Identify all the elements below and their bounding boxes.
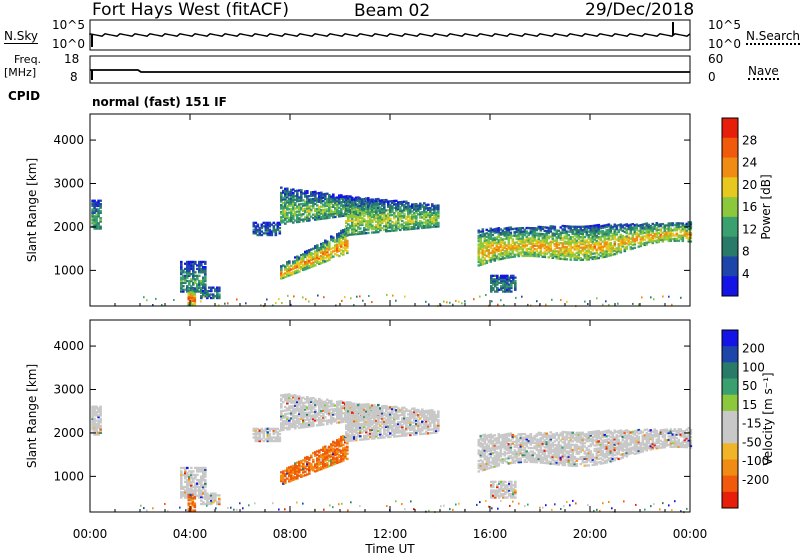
velocity-colorbar-swatch [722,362,738,380]
x-tick-label: 08:00 [273,527,308,541]
velocity-colorbar-tick: -15 [742,417,762,431]
power-panel [91,186,693,308]
date-label: 29/Dec/2018 [585,0,695,20]
freq-frame [89,55,691,84]
power-colorbar-label: Power [dB] [759,174,773,239]
nsky-trace [89,32,691,37]
velocity-colorbar-swatch [722,491,738,509]
velocity-colorbar-swatch [722,427,738,444]
beam-label: Beam 02 [354,1,431,21]
velocity-colorbar-tick: -100 [742,454,769,468]
velocity-colorbar-frame [721,329,739,509]
power-colorbar-swatch [722,256,738,277]
power-colorbar-tick: 12 [742,222,757,236]
velocity-colorbar-swatch [722,410,738,428]
x-axis-label: Time UT [364,542,415,554]
y-axis-label: Slant Range [km] [25,158,39,262]
nsky-label: N.Sky [4,29,39,44]
nsearch-tick-bottom: 10^0 [708,37,741,51]
y-tick-label: 3000 [53,177,84,191]
nsearch-tick-top: 10^5 [708,18,741,32]
velocity-colorbar-tick: -200 [742,473,769,487]
nsky-tick-bottom: 10^0 [52,37,85,51]
velocity-colorbar-swatch [722,346,738,363]
freq-tick-top: 18 [64,52,80,66]
freq-label: Freq. [14,53,42,66]
axes: 1000 2000 3000 4000 Slant Range [km] 1000 2000… [25,113,708,554]
velocity-colorbar-tick: 50 [742,379,757,393]
power-colorbar-frame [721,117,739,297]
x-tick-label: 20:00 [573,527,608,541]
y-axis-label: Slant Range [km] [25,364,39,468]
power-colorbar-swatch [722,276,738,297]
power-colorbar-tick: 28 [742,133,757,147]
station-title: Fort Hays West (fitACF) [92,0,289,20]
velocity-colorbar-tick: 100 [742,360,765,374]
cpid-mode: normal (fast) 151 IF [92,95,227,109]
power-colorbar-swatch [722,118,738,139]
x-tick-label: 00:00 [73,527,108,541]
x-tick-label: 12:00 [373,527,408,541]
power-colorbar-tick: 16 [742,200,757,214]
y-tick-label: 1000 [53,469,84,483]
x-tick-label: 16:00 [473,527,508,541]
nave-tick-top: 60 [708,52,724,66]
velocity-panel [91,393,693,514]
power-colorbar-swatch [722,137,738,159]
power-colorbar-tick: 8 [742,245,750,259]
y-tick-label: 2000 [53,220,84,234]
power-colorbar-tick: 20 [742,178,757,192]
y-tick-label: 4000 [53,133,84,147]
velocity-colorbar-tick: -50 [742,435,762,449]
freq-tick-bottom: 8 [70,70,78,84]
nave-label: Nave [748,64,779,80]
velocity-colorbar-swatch [722,394,738,412]
nsky-frame [89,19,691,51]
velocity-colorbar-tick: 200 [742,342,765,356]
power-colorbar-swatch [722,157,738,178]
y-tick-label: 3000 [53,383,84,397]
cpid-label: CPID [8,89,41,103]
power-colorbar-swatch [722,197,738,218]
velocity-colorbar-label: Velocity [m s⁻¹] [761,372,775,465]
x-tick-label: 04:00 [173,527,208,541]
power-colorbar-swatch [722,236,738,257]
velocity-colorbar-swatch [722,459,738,477]
velocity-colorbar-swatch [722,475,738,493]
velocity-colorbar-tick: 15 [742,398,757,412]
nave-tick-bottom: 0 [708,70,716,84]
freq-trace [90,69,690,73]
y-tick-label: 4000 [53,339,84,353]
y-tick-label: 1000 [53,263,84,277]
nsearch-label: N.Search [746,29,800,45]
nsky-tick-top: 10^5 [52,18,85,32]
power-colorbar-swatch [722,216,738,238]
freq-unit: [MHz] [4,66,37,79]
power-colorbar-tick: 24 [742,156,757,170]
velocity-colorbar-swatch [722,443,738,460]
colorbars: 4 8 12 16 20 24 28 Power [dB] -200 -100 -50 -15 15 50… [721,117,775,509]
x-tick-label: 00:00 [673,527,708,541]
power-colorbar-tick: 4 [742,267,750,281]
power-colorbar-swatch [722,177,738,198]
velocity-colorbar-swatch [722,378,738,396]
summary-panels [89,19,691,84]
y-tick-label: 2000 [53,426,84,440]
velocity-colorbar-swatch [722,330,738,347]
